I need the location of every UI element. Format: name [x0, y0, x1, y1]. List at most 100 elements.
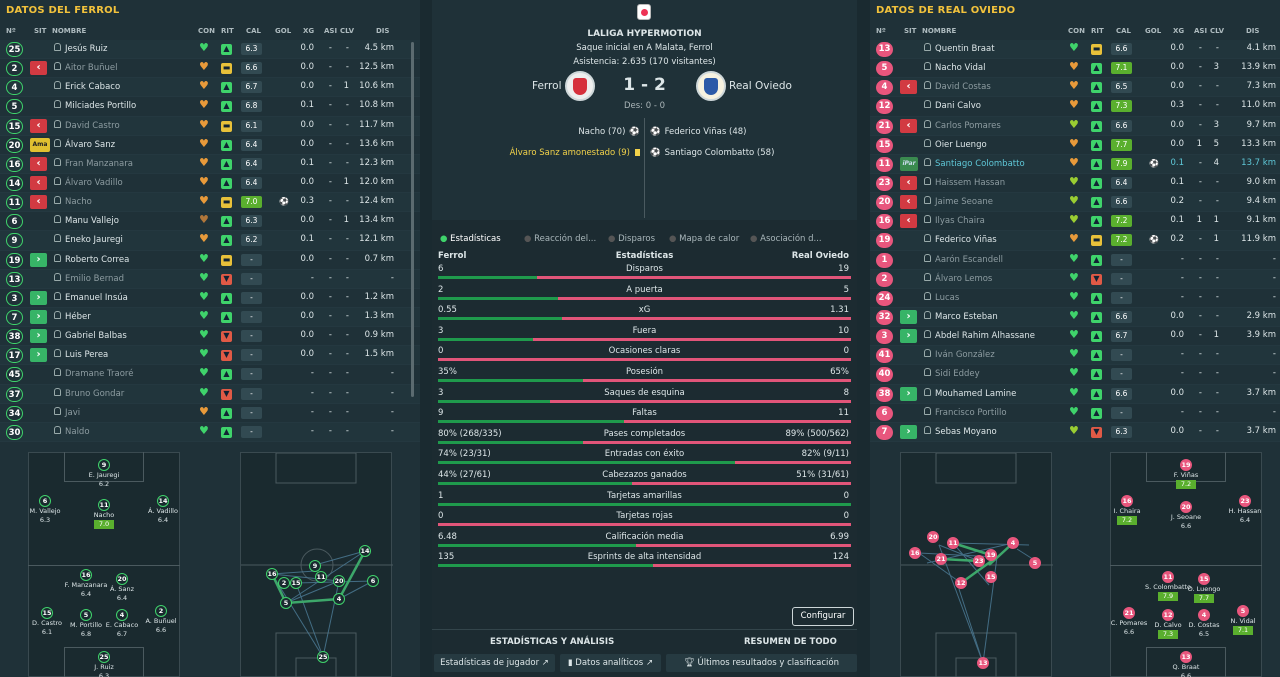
header-asi[interactable]: ASI — [324, 27, 338, 35]
player-name[interactable]: Oier Luengo — [924, 139, 987, 150]
formation-player-marker[interactable]: 5 — [1237, 605, 1249, 617]
player-name[interactable]: Álvaro Lemos — [924, 273, 992, 284]
player-name[interactable]: Carlos Pomares — [924, 120, 1001, 131]
away-pass-node[interactable]: 5 — [1029, 557, 1041, 569]
player-name[interactable]: Javi — [54, 407, 80, 418]
header-con[interactable]: CON — [198, 27, 215, 35]
player-name[interactable]: Bruno Gondar — [54, 388, 124, 399]
player-row[interactable]: 41 Iván González ♥ ▲ - - - - - — [870, 346, 1280, 366]
configure-button[interactable]: Configurar — [792, 607, 854, 626]
tab-mapa-calor[interactable]: ● Mapa de calor — [669, 234, 740, 244]
player-row[interactable]: 1 Aarón Escandell ♥ ▲ - - - - - — [870, 251, 1280, 270]
away-crest-icon[interactable] — [696, 71, 726, 101]
formation-player-marker[interactable]: 19 — [1180, 459, 1192, 471]
player-row[interactable]: 16 ‹ Ilyas Chaira ♥ ▲ 7.2 0.1 1 1 9.1 km — [870, 212, 1280, 232]
player-name[interactable]: Eneko Jauregi — [54, 234, 123, 245]
player-name[interactable]: Francisco Portillo — [924, 407, 1007, 418]
player-name[interactable]: Santiago Colombatto — [924, 158, 1025, 169]
formation-player-marker[interactable]: 13 — [1180, 651, 1192, 663]
player-name[interactable]: Marco Esteban — [924, 311, 998, 322]
tab-estadisticas[interactable]: ● Estadísticas — [440, 234, 501, 244]
header-sit[interactable]: SIT — [904, 27, 917, 35]
player-row[interactable]: 30 Naldo ♥ ▲ - - - - - — [0, 422, 420, 442]
player-name[interactable]: Gabriel Balbas — [54, 330, 127, 341]
formation-player-marker[interactable]: 5 — [80, 609, 92, 621]
header-xg[interactable]: XG — [303, 27, 315, 35]
analytics-button[interactable]: ▮ Datos analíticos ↗ — [560, 654, 661, 672]
player-name[interactable]: Abdel Rahim Alhassane — [924, 330, 1035, 341]
player-row[interactable]: 19 › Roberto Correa ♥ ▬ -0.0- -0.7 km — [0, 251, 420, 270]
formation-player-marker[interactable]: 6 — [39, 495, 51, 507]
away-pass-node[interactable]: 12 — [955, 577, 967, 589]
away-pass-node[interactable]: 21 — [935, 553, 947, 565]
player-row[interactable]: 24 Lucas ♥ ▲ - - - - - — [870, 289, 1280, 308]
player-row[interactable]: 34 Javi ♥ ▲ - - - - - — [0, 404, 420, 423]
formation-player-marker[interactable]: 9 — [98, 459, 110, 471]
player-name[interactable]: Aarón Escandell — [924, 254, 1003, 265]
results-table-button[interactable]: 🏆︎ Últimos resultados y clasificación — [666, 654, 857, 672]
header-gol[interactable]: GOL — [275, 27, 292, 35]
formation-player-marker[interactable]: 23 — [1239, 495, 1251, 507]
player-name[interactable]: Álvaro Sanz — [54, 139, 115, 150]
header-gol[interactable]: GOL — [1145, 27, 1162, 35]
formation-player-marker[interactable]: 20 — [1180, 501, 1192, 513]
player-name[interactable]: Dani Calvo — [924, 100, 981, 111]
tab-reaccion[interactable]: ● Reacción del... — [524, 234, 597, 244]
player-row[interactable]: 23 ‹ Haissem Hassan ♥ ▲ 6.4 0.1 - - 9.0 km — [870, 174, 1280, 194]
away-pass-node[interactable]: 23 — [973, 555, 985, 567]
player-name[interactable]: Emilio Bernad — [54, 273, 124, 284]
formation-player-marker[interactable]: 4 — [1198, 609, 1210, 621]
player-row[interactable]: 9 Eneko Jauregi ♥ ▲ 6.2 0.1- -12.1 km — [0, 231, 420, 251]
player-row[interactable]: 16 ‹ Fran Manzanara ♥ ▲ 6.4 0.1- -12.3 km — [0, 154, 420, 174]
player-name[interactable]: Federico Viñas — [924, 234, 997, 245]
player-row[interactable]: 15 ‹ David Castro ♥ ▬ 6.1 0.0- -11.7 km — [0, 116, 420, 136]
formation-player-marker[interactable]: 21 — [1123, 607, 1135, 619]
player-row[interactable]: 12 Dani Calvo ♥ ▲ 7.3 0.3 - - 11.0 km — [870, 97, 1280, 117]
header-cal[interactable]: CAL — [1116, 27, 1132, 35]
formation-player-marker[interactable]: 14 — [157, 495, 169, 507]
player-row[interactable]: 32 › Marco Esteban ♥ ▲ 6.6 0.0 - - 2.9 km — [870, 307, 1280, 328]
formation-player-marker[interactable]: 2 — [155, 605, 167, 617]
player-row[interactable]: 45 Dramane Traoré ♥ ▲ - - - - - — [0, 365, 420, 385]
player-row[interactable]: 6 Manu Vallejo ♥ ▲ 6.3 0.0 -1 13.4 km — [0, 212, 420, 232]
player-row[interactable]: 7 › Héber ♥ ▲ -0.0- -1.3 km — [0, 307, 420, 328]
player-row[interactable]: 6 Francisco Portillo ♥ ▲ - - - - - — [870, 404, 1280, 423]
player-row[interactable]: 13 Emilio Bernad ♥ ▼ - - - - - — [0, 269, 420, 289]
header-asi[interactable]: ASI — [1194, 27, 1208, 35]
away-pass-node[interactable]: 20 — [927, 531, 939, 543]
home-pass-node[interactable]: 6 — [367, 575, 379, 587]
home-pass-node[interactable]: 20 — [333, 575, 345, 587]
formation-player-marker[interactable]: 16 — [80, 569, 92, 581]
player-row[interactable]: 14 ‹ Álvaro Vadillo ♥ ▲ 6.4 0.0 -1 12.0 km — [0, 174, 420, 194]
player-name[interactable]: Emanuel Insúa — [54, 292, 128, 303]
player-row[interactable]: 20 Ama Álvaro Sanz ♥ ▲ 6.4 0.0- -13.6 km — [0, 136, 420, 155]
player-name[interactable]: Ilyas Chaira — [924, 215, 985, 226]
away-pass-node[interactable]: 4 — [1007, 537, 1019, 549]
player-name[interactable]: Mouhamed Lamine — [924, 388, 1016, 399]
away-pass-node[interactable]: 15 — [985, 571, 997, 583]
player-row[interactable]: 40 Sidi Eddey ♥ ▲ - - - - - — [870, 365, 1280, 385]
player-row[interactable]: 5 Milciades Portillo ♥ ▲ 6.8 0.1- -10.8 km — [0, 97, 420, 117]
tab-asociacion[interactable]: ● Asociación d... — [750, 234, 822, 244]
player-row[interactable]: 13 Quentin Braat ♥ ▬ 6.6 0.0 - - 4.1 km — [870, 40, 1280, 60]
home-pass-node[interactable]: 9 — [309, 560, 321, 572]
header-con[interactable]: CON — [1068, 27, 1085, 35]
player-name[interactable]: Dramane Traoré — [54, 368, 133, 379]
player-name[interactable]: Nacho — [54, 196, 92, 207]
player-name[interactable]: Erick Cabaco — [54, 81, 120, 92]
player-row[interactable]: 3 › Abdel Rahim Alhassane ♥ ▲ 6.7 0.0 -1 3.9 km — [870, 327, 1280, 347]
home-pass-node[interactable]: 4 — [333, 593, 345, 605]
formation-player-marker[interactable]: 20 — [116, 573, 128, 585]
away-pass-node[interactable]: 13 — [977, 657, 989, 669]
header-cal[interactable]: CAL — [246, 27, 262, 35]
player-row[interactable]: 11 iPar Santiago Colombatto ♥ ▲ 7.9 ⚽ 0.1 -4 13.7… — [870, 154, 1280, 174]
player-stats-button[interactable]: Estadísticas de jugador ↗ — [434, 654, 555, 672]
player-row[interactable]: 37 Bruno Gondar ♥ ▼ - - - - - — [0, 384, 420, 404]
home-pass-node[interactable]: 2 — [278, 577, 290, 589]
player-name[interactable]: Jesús Ruiz — [54, 43, 107, 54]
player-name[interactable]: Jaime Seoane — [924, 196, 993, 207]
formation-player-marker[interactable]: 11 — [98, 499, 110, 511]
player-name[interactable]: Milciades Portillo — [54, 100, 136, 111]
away-team-name[interactable]: Real Oviedo — [729, 80, 792, 92]
player-row[interactable]: 4 Erick Cabaco ♥ ▲ 6.7 0.0 -1 10.6 km — [0, 78, 420, 98]
